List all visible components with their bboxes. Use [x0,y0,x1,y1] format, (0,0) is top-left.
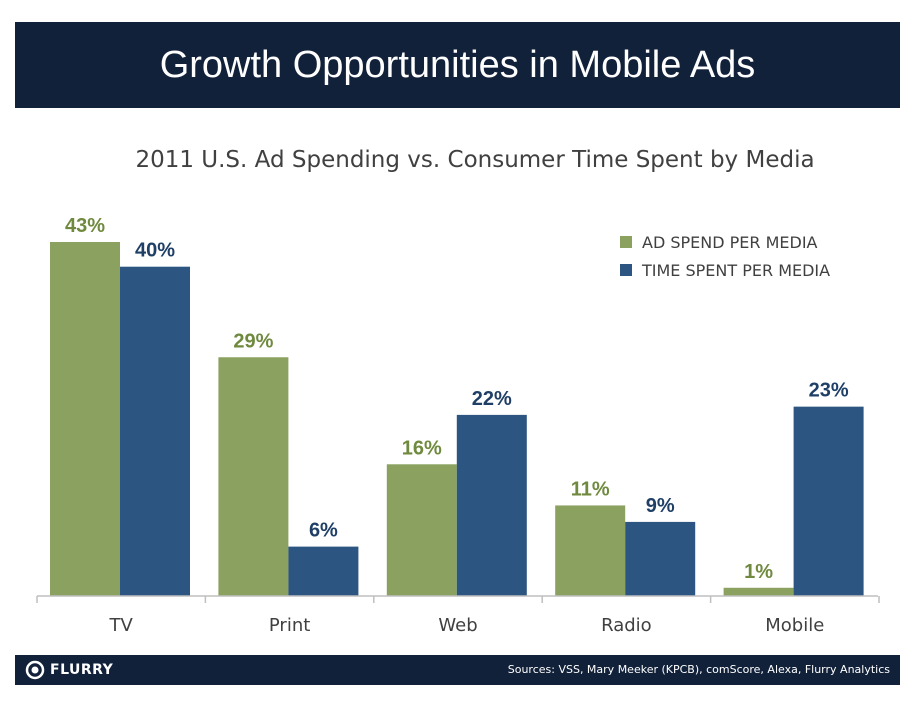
legend-label-ad-spend: AD SPEND PER MEDIA [642,233,818,252]
data-label-ad-spend-web: 16% [402,437,442,459]
bar-time-spent-radio [625,521,696,596]
data-label-time-spent-mobile: 23% [809,380,849,402]
data-label-ad-spend-print: 29% [233,330,273,352]
legend-label-time-spent: TIME SPENT PER MEDIA [641,261,830,280]
category-label-radio: Radio [601,615,652,636]
sources-text: Sources: VSS, Mary Meeker (KPCB), comSco… [507,663,890,676]
bar-ad-spend-print [218,357,289,596]
category-label-mobile: Mobile [765,615,824,636]
brand-name: FLURRY [50,662,114,678]
data-label-time-spent-web: 22% [472,388,512,410]
page-title: Growth Opportunities in Mobile Ads [159,44,756,86]
bar-time-spent-mobile [793,406,864,596]
title-banner: Growth Opportunities in Mobile Ads [15,22,900,108]
brand: FLURRY [25,655,113,685]
chart-title: 2011 U.S. Ad Spending vs. Consumer Time … [135,147,814,173]
flurry-logo-icon [25,660,45,680]
bar-ad-spend-mobile [723,587,794,596]
bar-time-spent-print [288,546,359,596]
footer-bar: FLURRY Sources: VSS, Mary Meeker (KPCB),… [15,655,900,685]
bar-time-spent-tv [120,266,190,596]
category-label-web: Web [438,615,477,636]
legend-swatch-ad-spend [620,236,632,248]
data-label-ad-spend-mobile: 1% [744,561,773,583]
category-label-print: Print [269,615,310,636]
data-label-ad-spend-radio: 11% [571,478,610,500]
data-label-time-spent-print: 6% [309,520,338,542]
bar-ad-spend-radio [555,505,626,596]
bar-ad-spend-web [386,464,457,596]
legend: AD SPEND PER MEDIA TIME SPENT PER MEDIA [620,233,830,280]
data-label-time-spent-tv: 40% [135,240,175,262]
category-label-tv: TV [109,615,134,636]
bar-ad-spend-tv [50,242,120,596]
data-label-time-spent-radio: 9% [646,495,675,517]
bar-chart: 2011 U.S. Ad Spending vs. Consumer Time … [36,147,880,636]
bar-time-spent-web [456,414,527,596]
legend-swatch-time-spent [620,264,632,276]
data-label-ad-spend-tv: 43% [65,215,105,237]
